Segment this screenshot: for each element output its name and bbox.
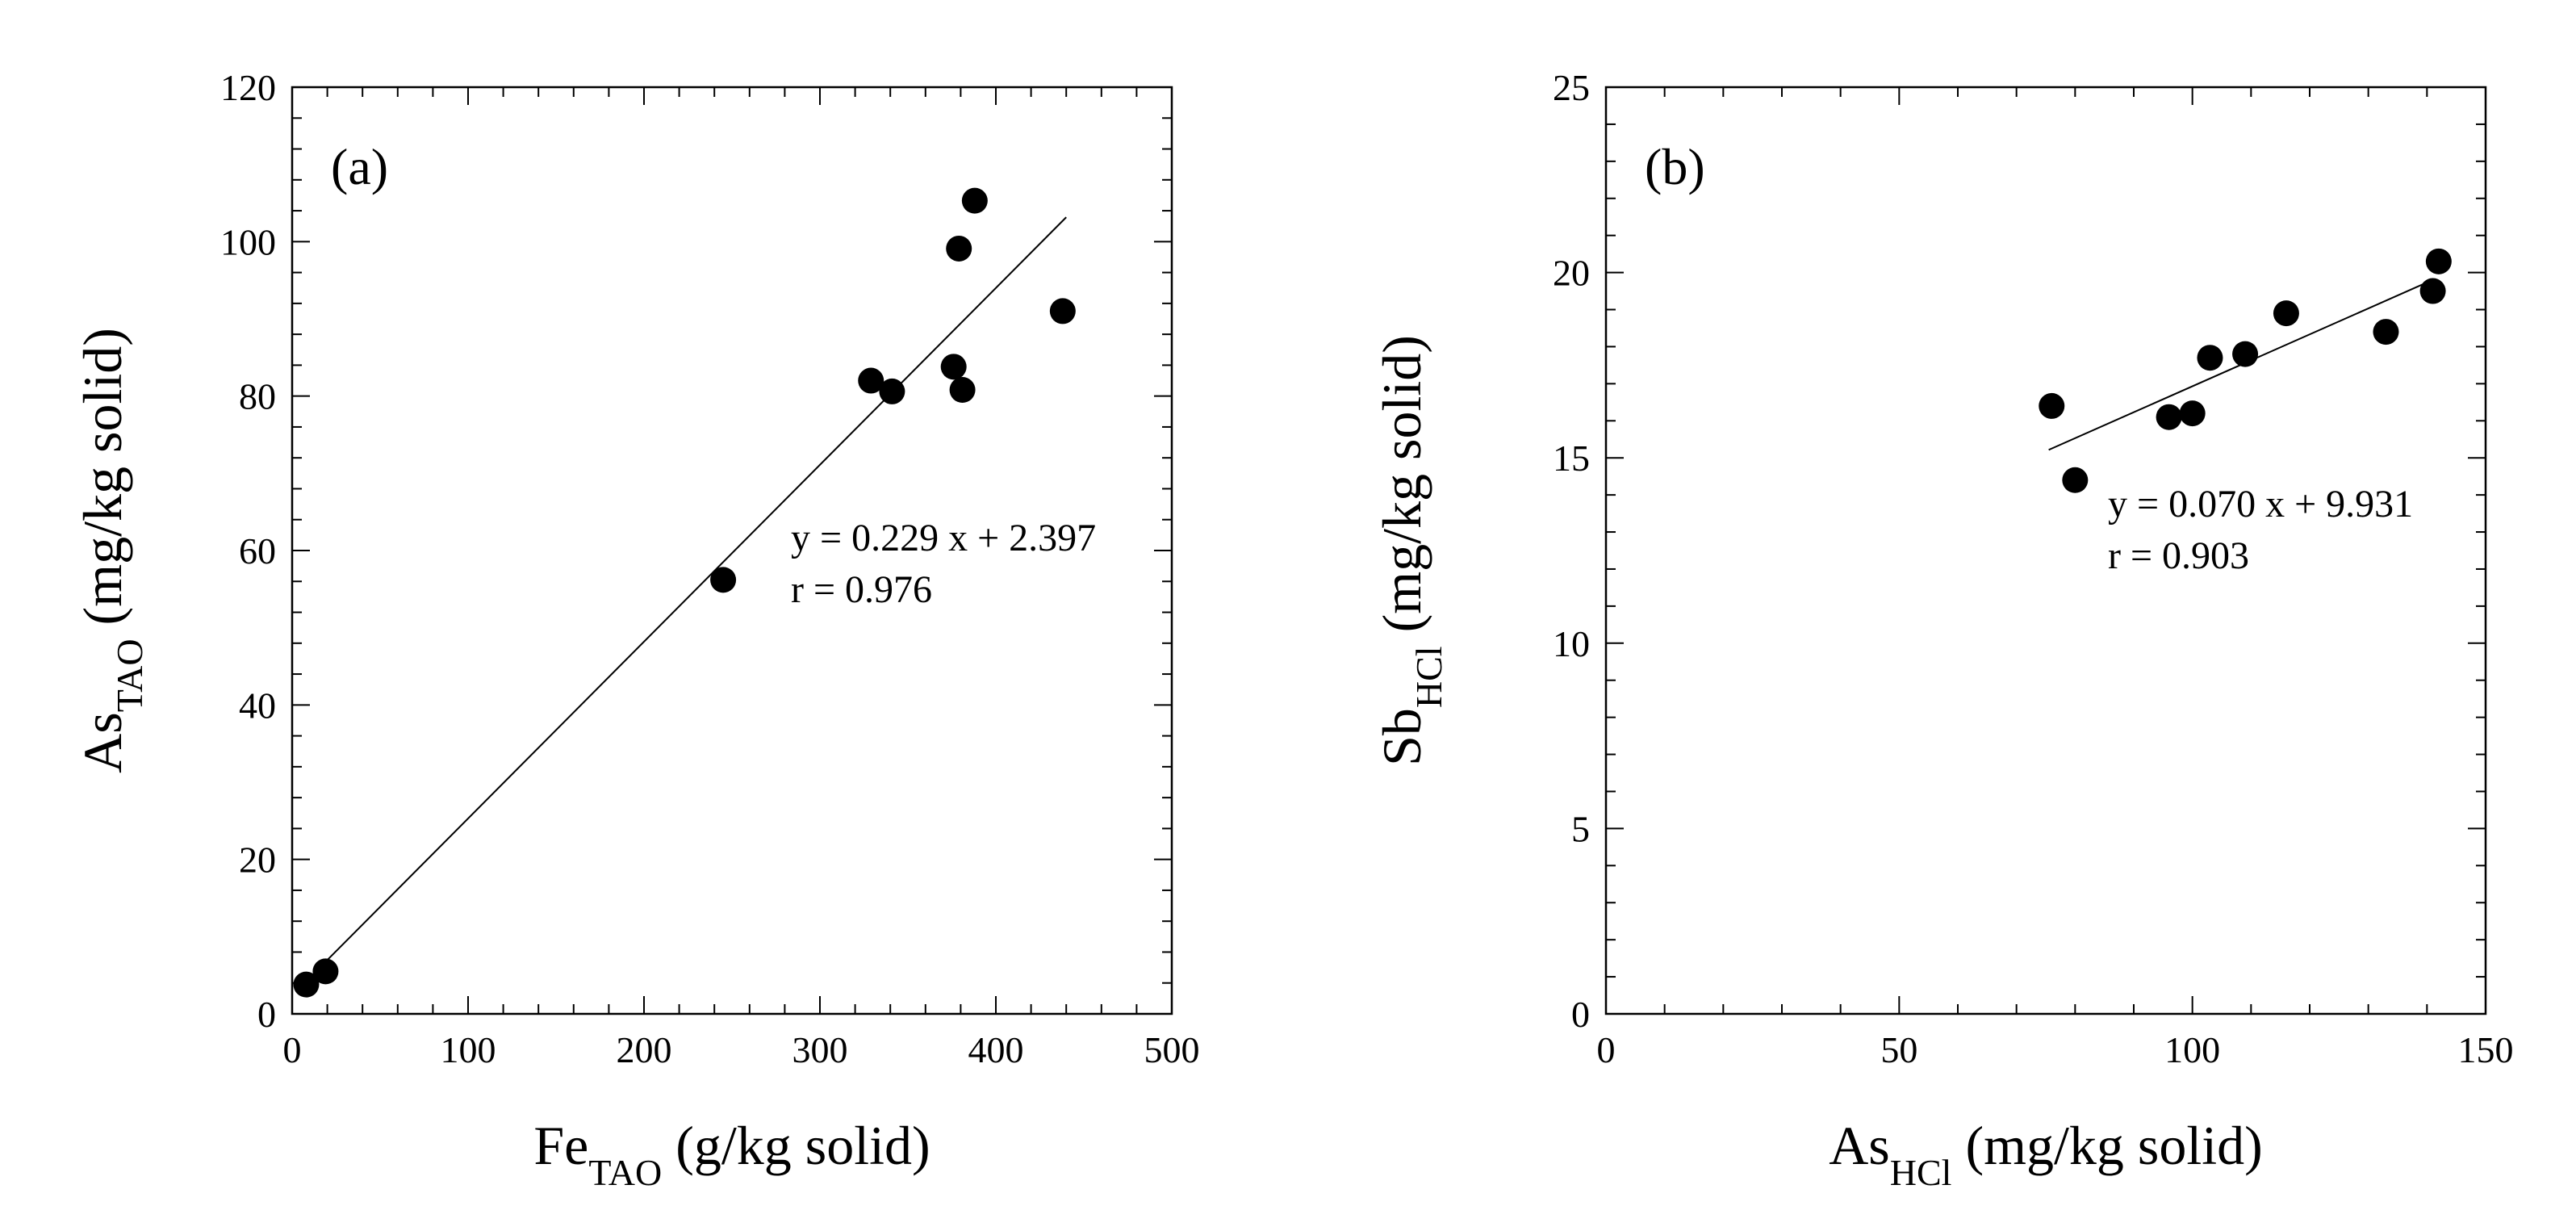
- y-tick-label: 60: [239, 530, 276, 572]
- y-tick-label: 20: [239, 840, 276, 881]
- x-tick-label: 0: [1597, 1029, 1616, 1070]
- x-axis-title-main: As: [1829, 1115, 1890, 1176]
- correlation-coefficient: r = 0.976: [791, 568, 932, 611]
- x-axis-title: AsHCl (mg/kg solid): [1829, 1115, 2263, 1193]
- y-tick-label: 10: [1553, 623, 1590, 664]
- x-tick-label: 500: [1144, 1029, 1200, 1070]
- y-axis-title-main: Sb: [1371, 708, 1432, 766]
- data-point: [293, 971, 320, 998]
- data-point: [879, 378, 905, 404]
- regression-equation: y = 0.229 x + 2.397: [791, 517, 1096, 559]
- y-axis-title-unit: (mg/kg solid): [1371, 335, 1432, 646]
- panel-b: 0 50 100 150 0 5 10 15 20 25 (b) y = 0.070 x + 9.93…: [1371, 67, 2514, 1193]
- data-point: [2179, 400, 2206, 427]
- data-point: [2273, 300, 2299, 327]
- y-axis-title-main: As: [72, 712, 133, 773]
- x-axis-title-unit: (g/kg solid): [662, 1115, 930, 1176]
- data-point: [961, 187, 988, 214]
- panel-label: (a): [331, 138, 388, 195]
- data-point: [2232, 341, 2259, 367]
- y-tick-label: 120: [220, 67, 276, 108]
- data-point: [2062, 467, 2089, 493]
- x-tick-label: 150: [2458, 1029, 2514, 1070]
- data-point: [946, 235, 972, 262]
- y-tick-label: 20: [1553, 253, 1590, 294]
- regression-equation: y = 0.070 x + 9.931: [2108, 483, 2413, 525]
- data-point: [2419, 278, 2446, 304]
- data-point: [1049, 298, 1076, 324]
- x-axis-title: FeTAO (g/kg solid): [533, 1115, 930, 1193]
- x-tick-label: 100: [2164, 1029, 2220, 1070]
- x-tick-label: 200: [617, 1029, 672, 1070]
- correlation-coefficient: r = 0.903: [2108, 534, 2249, 577]
- y-tick-label: 0: [1571, 994, 1590, 1035]
- y-axis-title-unit: (mg/kg solid): [72, 328, 133, 639]
- y-tick-label: 5: [1571, 808, 1590, 849]
- y-tick-label: 25: [1553, 67, 1590, 108]
- y-axis-title: SbHCl (mg/kg solid): [1371, 335, 1449, 766]
- y-tick-label: 80: [239, 376, 276, 417]
- y-axis-title: AsTAO (mg/kg solid): [72, 328, 150, 773]
- regression-line: [317, 216, 1067, 969]
- y-axis-title-sub: HCl: [1408, 646, 1449, 708]
- panel-label: (b): [1645, 138, 1705, 195]
- x-axis-title-sub: TAO: [588, 1152, 662, 1193]
- x-tick-label: 0: [283, 1029, 302, 1070]
- data-point: [940, 354, 967, 380]
- x-axis-title-unit: (mg/kg solid): [1951, 1115, 2262, 1176]
- x-axis-title-sub: HCl: [1890, 1152, 1952, 1193]
- data-point: [2425, 248, 2452, 274]
- data-point: [2197, 345, 2223, 371]
- data-point: [2373, 319, 2399, 345]
- data-point: [949, 377, 976, 404]
- x-tick-label: 300: [792, 1029, 848, 1070]
- x-axis-title-main: Fe: [533, 1115, 588, 1176]
- y-axis-title-sub: TAO: [109, 639, 150, 712]
- data-point: [710, 567, 737, 593]
- data-point: [2156, 404, 2182, 430]
- x-tick-label: 50: [1880, 1029, 1917, 1070]
- data-point: [312, 958, 339, 985]
- y-tick-label: 40: [239, 685, 276, 726]
- data-point: [2039, 392, 2065, 419]
- x-tick-label: 400: [968, 1029, 1024, 1070]
- data-point: [858, 367, 884, 394]
- y-tick-label: 0: [257, 994, 276, 1035]
- panel-a: 0 100 200 300 400 500 0 20 40 60 80 100 120 (a) y = 0.…: [72, 67, 1200, 1193]
- plot-frame: [1604, 86, 2487, 1015]
- y-tick-label: 100: [220, 221, 276, 262]
- y-tick-label: 15: [1553, 438, 1590, 479]
- x-tick-label: 100: [441, 1029, 496, 1070]
